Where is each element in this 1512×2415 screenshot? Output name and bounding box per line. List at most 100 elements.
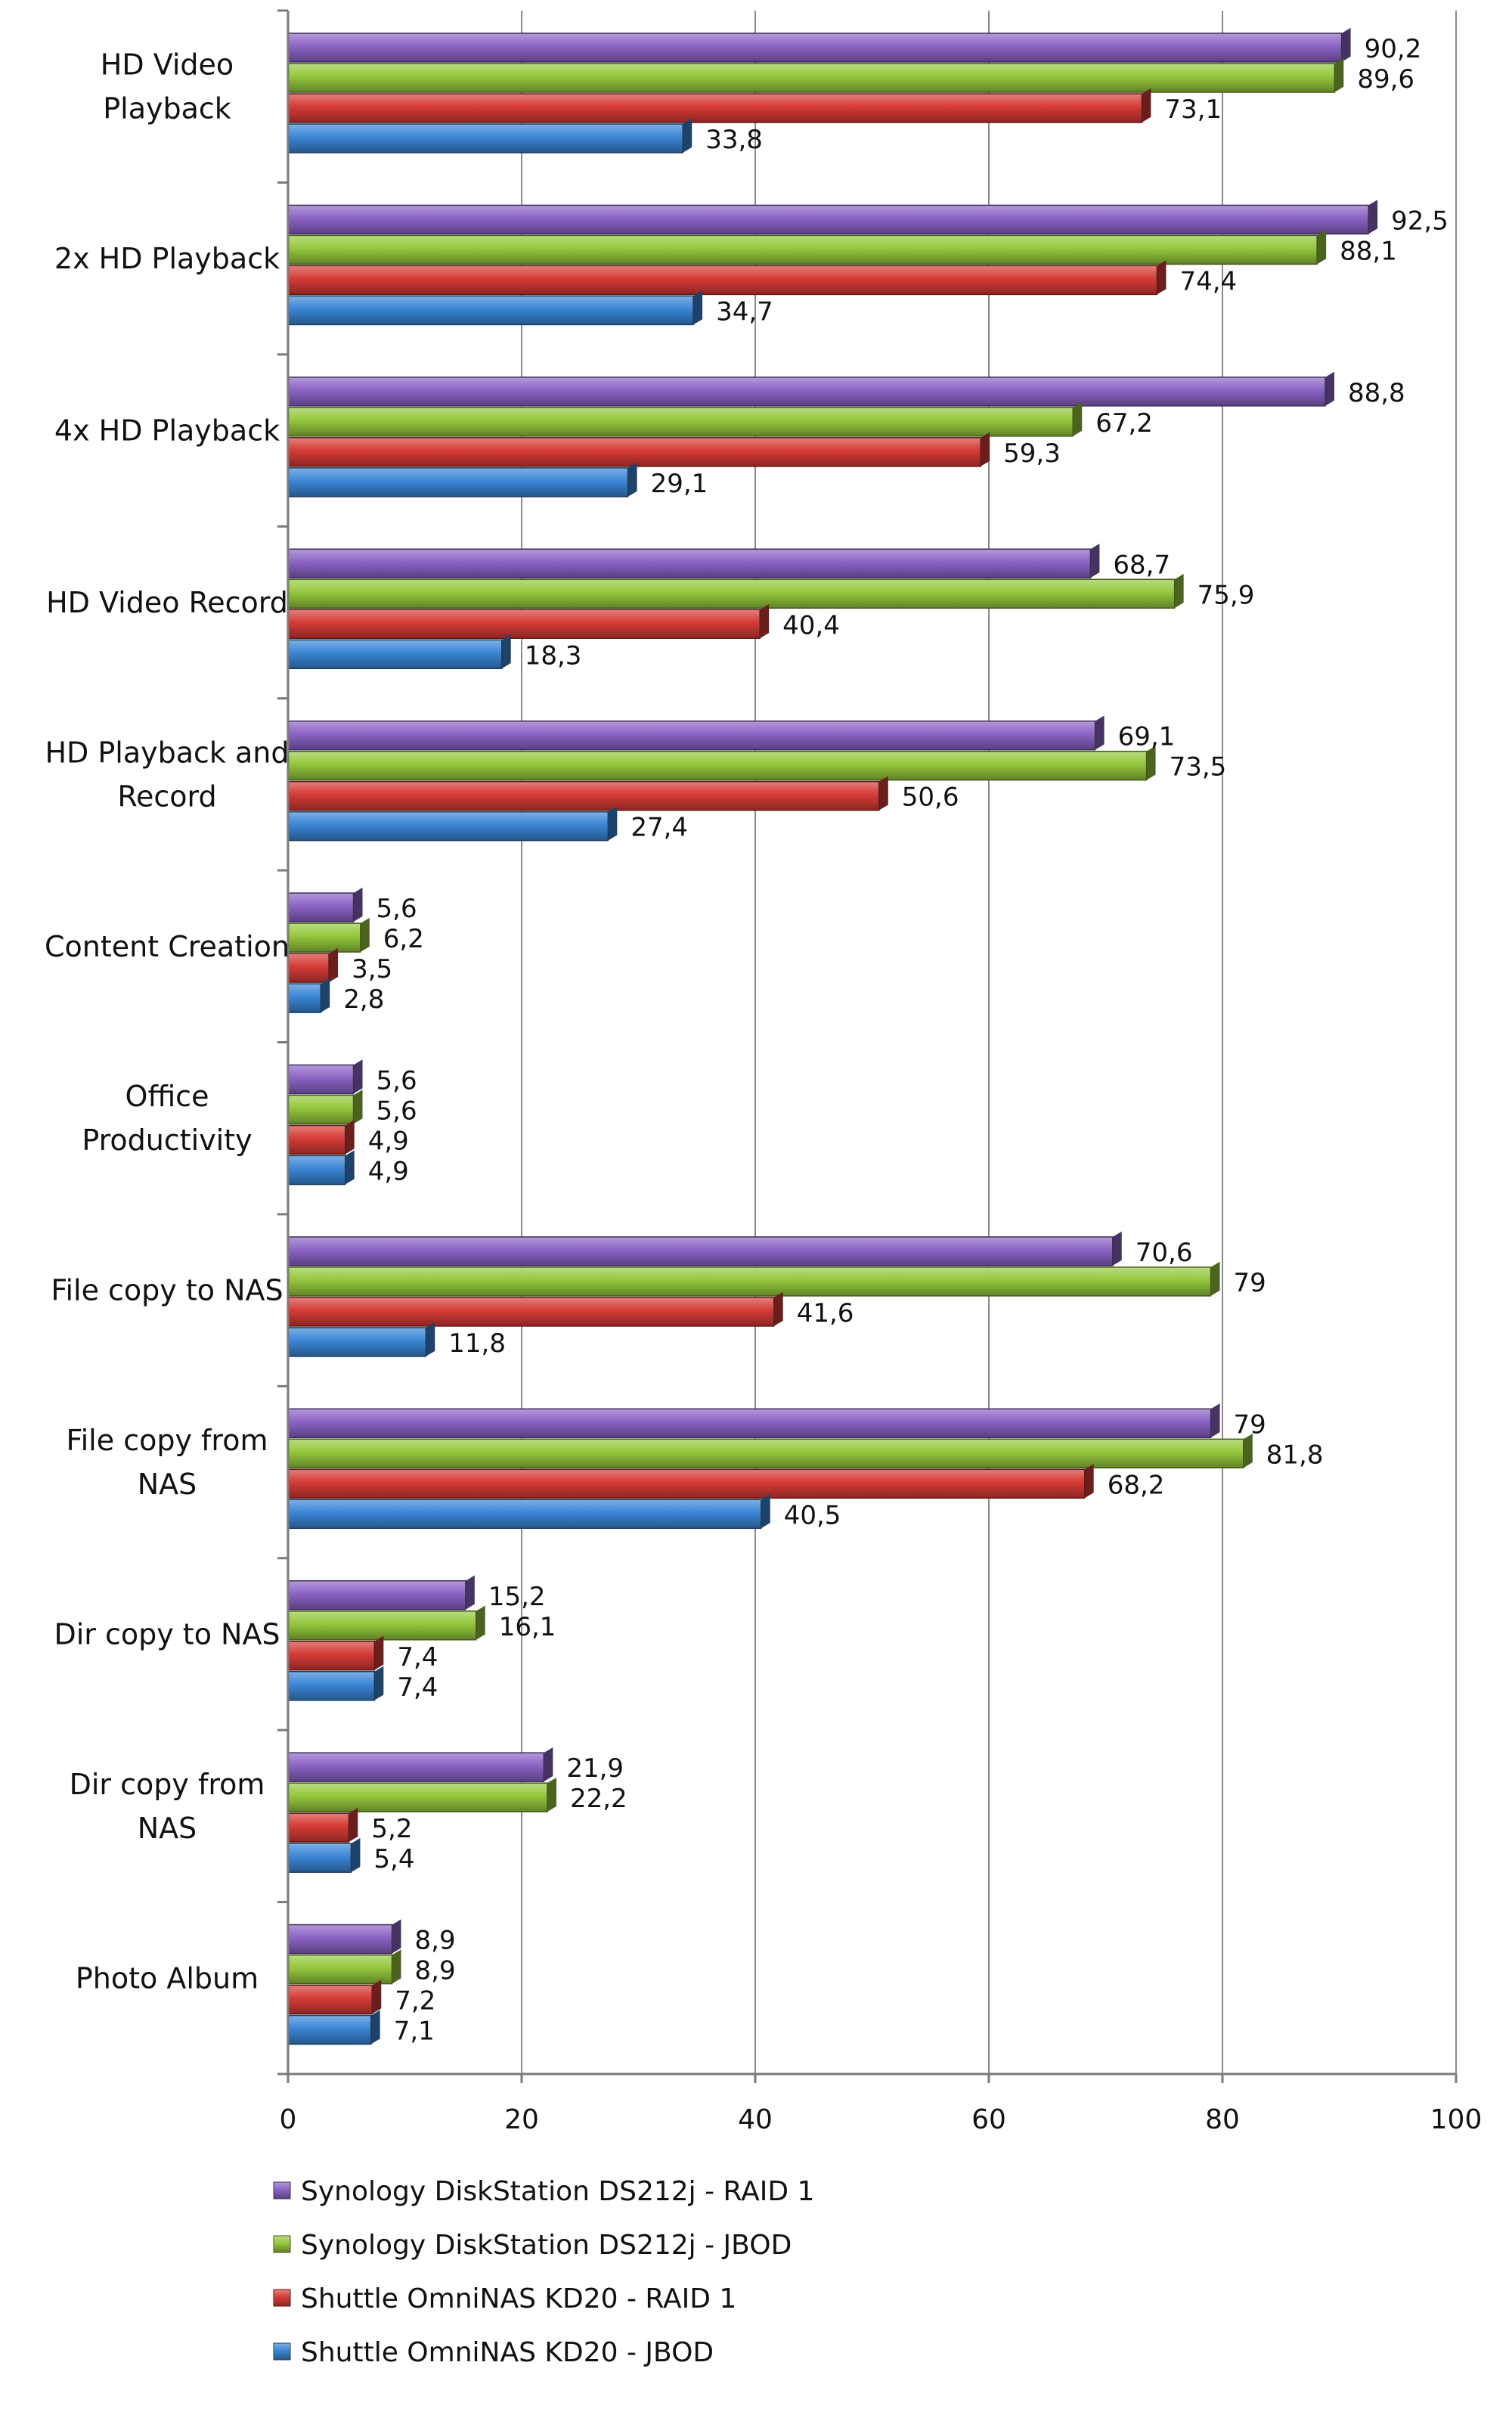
- bar-11-1: [287, 1954, 393, 1985]
- x-tick-label-80: 80: [1205, 2104, 1240, 2135]
- bar-2-2: [287, 437, 981, 467]
- bar-end-2-3: [627, 462, 637, 497]
- legend-swatch-1: [273, 2235, 291, 2253]
- value-label-11-3: 7,1: [394, 2017, 435, 2047]
- bar-10-0: [287, 1752, 545, 1782]
- bar-0-0: [287, 33, 1343, 63]
- value-label-8-3: 40,5: [784, 1500, 841, 1530]
- value-label-7-3: 11,8: [448, 1328, 506, 1359]
- bar-1-0: [287, 204, 1369, 235]
- bar-end-8-1: [1243, 1434, 1253, 1468]
- bar-11-0: [287, 1924, 393, 1955]
- bar-end-8-0: [1210, 1403, 1220, 1438]
- bar-end-11-2: [372, 1979, 382, 2014]
- bar-end-11-1: [392, 1949, 401, 1984]
- value-label-8-0: 79: [1234, 1409, 1266, 1440]
- value-label-5-0: 5,6: [376, 894, 417, 924]
- value-label-11-2: 7,2: [395, 1986, 435, 2017]
- category-label-3: HD Video Record: [46, 586, 288, 619]
- bar-end-2-2: [981, 432, 990, 467]
- bar-8-1: [287, 1438, 1244, 1469]
- bar-end-4-0: [1095, 715, 1105, 750]
- value-label-4-3: 27,4: [631, 813, 688, 843]
- legend-swatch-0: [273, 2181, 291, 2200]
- bar-10-3: [287, 1843, 352, 1873]
- bar-9-1: [287, 1611, 477, 1641]
- category-label-0-line-1: Playback: [103, 92, 231, 126]
- legend-label-0: Synology DiskStation DS212j - RAID 1: [301, 2176, 814, 2207]
- value-label-9-0: 15,2: [488, 1582, 546, 1612]
- value-label-9-1: 16,1: [499, 1612, 556, 1642]
- value-label-8-2: 68,2: [1108, 1470, 1165, 1500]
- value-label-1-1: 88,1: [1340, 236, 1397, 266]
- bar-end-5-0: [353, 887, 363, 922]
- category-label-6-line-1: Productivity: [82, 1124, 252, 1157]
- bar-end-10-0: [544, 1747, 553, 1782]
- category-label-11: Photo Album: [76, 1961, 259, 1995]
- bar-end-0-1: [1334, 57, 1344, 92]
- category-label-0-line-0: HD Video: [101, 48, 234, 82]
- x-tick-label-40: 40: [738, 2104, 773, 2135]
- bar-6-0: [287, 1064, 355, 1095]
- value-label-8-1: 81,8: [1266, 1440, 1324, 1470]
- value-label-5-3: 2,8: [343, 984, 384, 1015]
- value-label-1-0: 92,5: [1391, 206, 1448, 236]
- bar-3-2: [287, 609, 761, 639]
- value-label-3-1: 75,9: [1198, 580, 1255, 610]
- bar-end-7-0: [1112, 1231, 1122, 1266]
- bar-1-3: [287, 295, 694, 326]
- bar-end-6-1: [353, 1090, 363, 1124]
- value-label-1-3: 34,7: [716, 296, 773, 327]
- bar-end-10-2: [349, 1807, 358, 1843]
- bar-end-1-2: [1157, 260, 1167, 295]
- value-label-11-0: 8,9: [415, 1926, 456, 1956]
- bar-end-11-0: [392, 1919, 401, 1954]
- bar-end-3-0: [1090, 544, 1100, 578]
- bar-7-0: [287, 1236, 1114, 1266]
- labels: 90,289,6 73,1 33,8 HD Video Playback 92,588,1…: [45, 34, 1482, 2135]
- category-label-7: File copy to NAS: [51, 1274, 283, 1307]
- value-label-4-2: 50,6: [902, 783, 959, 813]
- bar-7-3: [287, 1327, 427, 1357]
- bar-2-3: [287, 467, 629, 498]
- value-label-0-0: 90,2: [1365, 34, 1422, 64]
- bar-3-1: [287, 578, 1176, 609]
- bar-end-6-2: [345, 1120, 355, 1155]
- bar-7-1: [287, 1266, 1212, 1297]
- bar-end-3-1: [1174, 574, 1184, 609]
- bar-0-3: [287, 123, 683, 153]
- bar-1-1: [287, 234, 1318, 265]
- bar-0-2: [287, 93, 1143, 123]
- x-tick-label-0: 0: [280, 2104, 297, 2135]
- bar-3-3: [287, 639, 503, 669]
- x-tick-label-20: 20: [504, 2104, 539, 2135]
- bar-end-0-2: [1142, 88, 1151, 122]
- category-label-8-line-0: File copy from: [67, 1424, 268, 1457]
- bars: [287, 27, 1378, 2045]
- bar-10-1: [287, 1782, 548, 1812]
- value-label-0-3: 33,8: [705, 125, 763, 155]
- bar-9-0: [287, 1580, 466, 1611]
- bar-10-2: [287, 1812, 350, 1843]
- value-label-1-2: 74,4: [1179, 266, 1237, 296]
- bar-end-7-2: [773, 1291, 783, 1326]
- value-label-7-1: 79: [1234, 1268, 1266, 1298]
- bar-end-1-3: [693, 290, 703, 325]
- category-label-6-line-0: Office: [125, 1080, 209, 1113]
- category-label-10-line-1: NAS: [138, 1812, 197, 1845]
- bar-7-2: [287, 1297, 775, 1327]
- bar-5-1: [287, 922, 361, 953]
- value-label-10-3: 5,4: [373, 1844, 414, 1874]
- bar-9-3: [287, 1671, 376, 1701]
- bar-end-11-3: [370, 2010, 380, 2045]
- bar-11-2: [287, 1984, 373, 2015]
- bar-6-2: [287, 1124, 346, 1155]
- category-label-8-line-1: NAS: [138, 1468, 197, 1501]
- bar-end-10-1: [547, 1777, 556, 1812]
- bar-3-0: [287, 548, 1092, 578]
- bar-0-1: [287, 63, 1336, 93]
- bar-end-8-3: [761, 1494, 770, 1529]
- bar-9-2: [287, 1641, 376, 1671]
- bar-end-6-0: [353, 1059, 363, 1094]
- bar-8-2: [287, 1468, 1086, 1499]
